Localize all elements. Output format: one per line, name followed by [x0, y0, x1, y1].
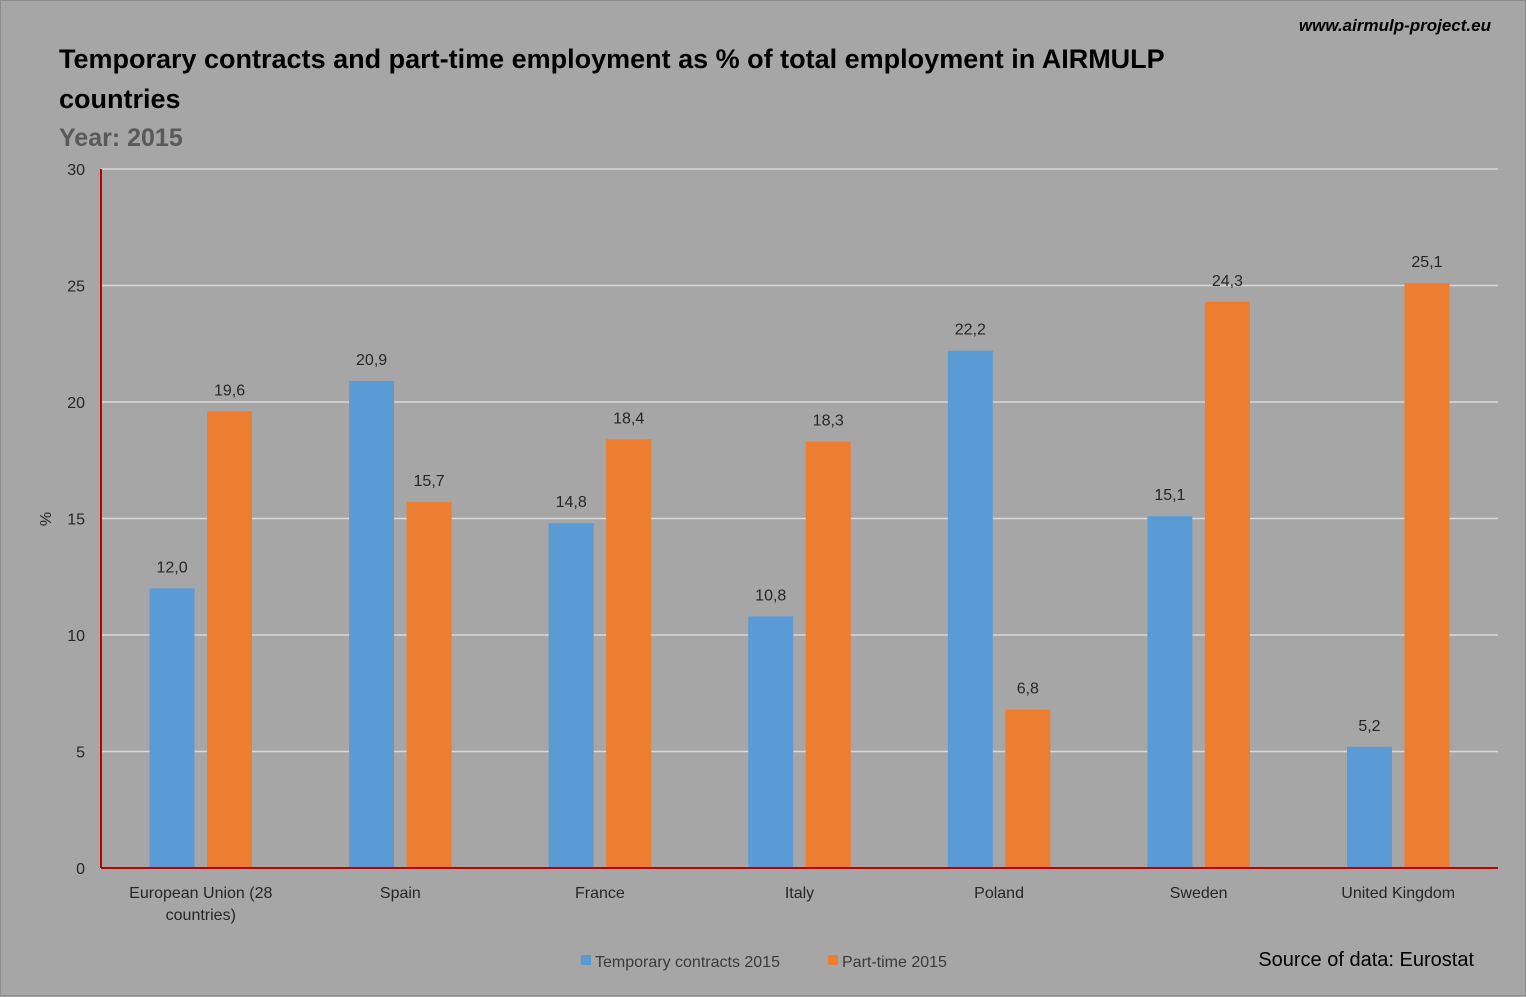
- part-time-bar: [1005, 709, 1051, 868]
- data-label: 22,2: [955, 322, 986, 339]
- data-label: 6,8: [1017, 681, 1039, 698]
- data-label: 12,0: [156, 559, 187, 576]
- y-tick-label: 30: [67, 162, 85, 179]
- temporary-bar: [1346, 746, 1392, 868]
- legend-swatch: [828, 955, 838, 965]
- y-tick-label: 10: [67, 628, 85, 645]
- part-time-bar: [1204, 301, 1250, 868]
- data-label: 25,1: [1411, 254, 1442, 271]
- data-label: 18,3: [813, 413, 844, 430]
- chart-title-line-1: Temporary contracts and part-time employ…: [59, 44, 1165, 74]
- x-category-label: Spain: [380, 885, 421, 902]
- part-time-bar: [406, 502, 452, 868]
- website-label: www.airmulp-project.eu: [1299, 16, 1492, 35]
- temporary-bar: [748, 616, 794, 868]
- part-time-bar: [606, 439, 652, 868]
- data-label: 19,6: [214, 382, 245, 399]
- gridlines: [101, 168, 1498, 753]
- temporary-bar: [149, 588, 195, 868]
- legend-label: Temporary contracts 2015: [595, 954, 780, 971]
- y-axis-label: %: [38, 512, 55, 526]
- legend: Temporary contracts 2015 Part-time 2015: [581, 954, 947, 971]
- y-tick-label: 5: [76, 745, 85, 762]
- temporary-bar: [947, 350, 993, 868]
- data-label: 10,8: [755, 587, 786, 604]
- part-time-bar: [805, 441, 851, 868]
- temporary-bar: [1147, 516, 1193, 868]
- part-time-bar: [1404, 283, 1450, 868]
- x-category-label: Poland: [974, 885, 1024, 902]
- y-tick-label: 0: [76, 861, 85, 878]
- axes: 0 5 10 15 20 25 30 European Union (28 countries)…: [67, 162, 1498, 924]
- data-label: 15,1: [1154, 487, 1185, 504]
- chart-title-line-2: countries: [59, 84, 181, 114]
- legend-label: Part-time 2015: [842, 954, 947, 971]
- source-note: Source of data: Eurostat: [1258, 949, 1474, 971]
- bars: 12,0 19,6 20,9 15,7 14,8 18,4 10,8 18,3 22,2 6,8 1…: [149, 254, 1450, 868]
- data-label: 24,3: [1212, 273, 1243, 290]
- y-tick-label: 25: [67, 279, 85, 296]
- chart-subtitle: Year: 2015: [59, 124, 183, 152]
- x-category-label: countries): [166, 907, 236, 924]
- x-category-label: United Kingdom: [1341, 885, 1455, 902]
- data-label: 5,2: [1358, 718, 1380, 735]
- y-tick-label: 15: [67, 512, 85, 529]
- temporary-bar: [349, 381, 395, 868]
- temporary-bar: [548, 523, 594, 868]
- y-tick-label: 20: [67, 395, 85, 412]
- data-label: 15,7: [414, 473, 445, 490]
- part-time-bar: [207, 411, 253, 868]
- x-category-label: European Union (28: [129, 885, 272, 902]
- x-category-label: Sweden: [1170, 885, 1228, 902]
- x-category-label: Italy: [785, 885, 814, 902]
- legend-swatch: [581, 955, 591, 965]
- data-label: 18,4: [613, 410, 644, 427]
- data-label: 20,9: [356, 352, 387, 369]
- x-category-label: France: [575, 885, 625, 902]
- data-label: 14,8: [556, 494, 587, 511]
